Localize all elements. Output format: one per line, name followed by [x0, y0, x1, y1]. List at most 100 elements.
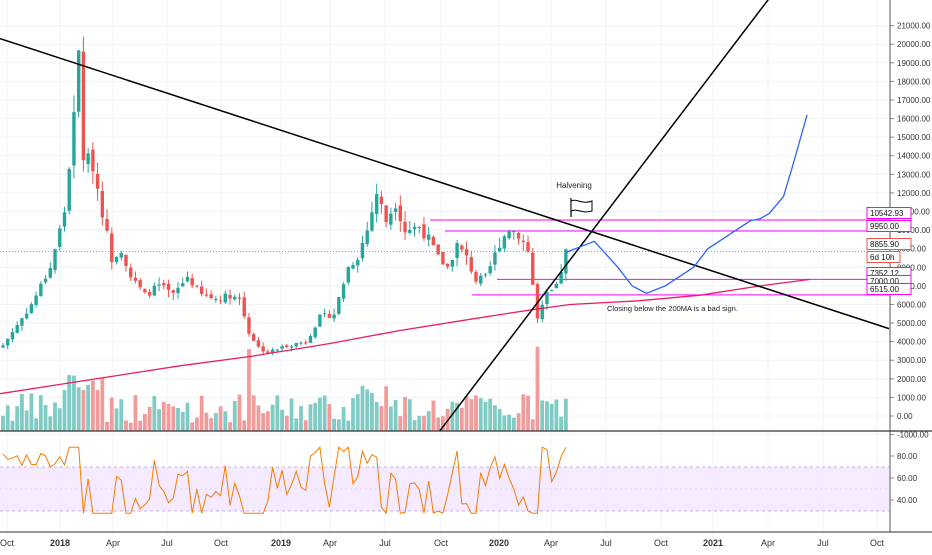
volume-bar	[393, 400, 398, 431]
volume-bar	[521, 394, 526, 431]
price-label-box	[866, 207, 912, 219]
volume-bar	[67, 375, 72, 431]
candle-body	[1, 345, 5, 348]
y-tick-label: 20000.00	[897, 40, 931, 49]
volume-bar	[133, 395, 138, 431]
volume-bar	[327, 404, 332, 431]
candle-body	[531, 252, 535, 285]
candle-body	[351, 265, 355, 269]
volume-bar	[57, 408, 62, 431]
candle-body	[502, 236, 507, 249]
y-tick-label: 10000.00	[897, 226, 931, 235]
volume-bar	[152, 396, 157, 431]
volume-bar	[436, 417, 441, 431]
volume-bar	[199, 395, 204, 431]
x-tick-label: Oct	[654, 538, 669, 548]
y-tick-label: 5000.00	[897, 319, 926, 328]
x-tick-label: 2021	[703, 538, 723, 548]
candle-body	[48, 268, 52, 278]
volume-bar	[388, 406, 393, 431]
x-tick-label: 2020	[489, 538, 509, 548]
volume-bar	[549, 403, 554, 431]
x-tick-label: Jul	[161, 538, 173, 548]
price-label-text: 10542.93	[870, 209, 904, 218]
volume-bar	[265, 411, 270, 431]
volume-bar	[346, 420, 351, 431]
candle-body	[214, 298, 218, 300]
grid	[0, 0, 889, 532]
volume-bar	[303, 420, 308, 431]
candle-body	[39, 283, 43, 297]
candle-body	[512, 231, 516, 233]
candle-body	[507, 231, 511, 239]
candle-body	[318, 314, 322, 327]
volume-bar	[322, 395, 327, 431]
volume-bar	[318, 397, 322, 431]
y-tick-label: -1000.00	[897, 431, 929, 440]
volume-bar	[261, 412, 266, 431]
volume-bar	[86, 384, 91, 431]
flag-icon	[570, 199, 593, 213]
y-tick-label: 12000.00	[897, 189, 931, 198]
x-tick-label: Oct	[214, 538, 229, 548]
candle-body	[100, 191, 105, 218]
candle-body	[6, 338, 10, 346]
volume-bar	[38, 395, 43, 431]
volume-bar	[284, 415, 289, 431]
candle-body	[43, 278, 48, 283]
candles	[1, 36, 568, 355]
candle-body	[114, 256, 119, 262]
volume-bar	[535, 346, 540, 431]
candle-body	[147, 292, 152, 296]
volume-bar	[157, 409, 161, 431]
candle-body	[304, 342, 308, 344]
candle-body	[242, 297, 246, 317]
volume-bar	[48, 416, 53, 431]
candle-body	[526, 242, 530, 252]
candle-body	[460, 245, 464, 250]
candle-body	[133, 277, 138, 281]
volume-bar	[24, 410, 29, 431]
candle-body	[356, 259, 360, 266]
ma200-path	[0, 278, 811, 395]
price-label-box	[866, 251, 901, 263]
rsi-tick-label: 60.00	[897, 474, 918, 483]
volume-bar	[161, 401, 166, 431]
volume-bar	[251, 395, 256, 431]
candle-body	[166, 283, 171, 290]
x-tick-label: Apr	[761, 538, 775, 548]
candle-body	[398, 205, 403, 222]
x-tick-label: 2018	[50, 538, 70, 548]
volume-bar	[180, 411, 185, 431]
x-tick-label: Apr	[323, 538, 337, 548]
volume-bar	[232, 401, 237, 431]
volume-bar	[228, 422, 232, 431]
y-tick-label: 19000.00	[897, 59, 931, 68]
volume-bar	[128, 422, 133, 431]
volume-bar	[109, 397, 114, 431]
candle-body	[110, 233, 114, 262]
candle-body	[86, 153, 90, 164]
x-tick-label: Jul	[817, 538, 829, 548]
candle-body	[479, 275, 483, 284]
candle-body	[129, 267, 133, 278]
y-tick-label: 6000.00	[897, 300, 926, 309]
candle-body	[535, 284, 540, 319]
volume-bar	[407, 399, 412, 431]
volume-bar	[5, 405, 10, 431]
volume-bar	[209, 418, 214, 431]
volume-bar	[431, 400, 436, 431]
volume-bar	[90, 380, 95, 431]
volume-bar	[72, 375, 76, 431]
volume-bar	[417, 415, 422, 431]
rsi-tick-label: 40.00	[897, 496, 918, 505]
candle-body	[450, 260, 455, 267]
candle-body	[559, 272, 563, 284]
projection-line	[565, 114, 808, 294]
candle-body	[332, 314, 336, 319]
volume-bar	[114, 408, 119, 431]
y-tick-label: 15000.00	[897, 133, 931, 142]
candle-body	[181, 283, 185, 287]
volume-bar	[185, 402, 190, 431]
projection-path	[565, 114, 808, 294]
